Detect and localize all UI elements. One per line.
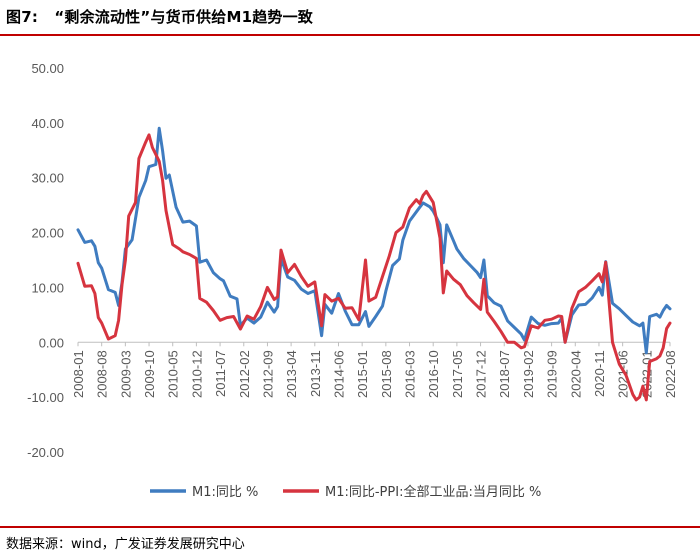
x-tick-label: 2013-04 bbox=[284, 350, 299, 398]
figure-label: 图7: bbox=[6, 8, 39, 26]
x-axis-ticks: 2008-01 2008-08 2009-03 2009-10 2010-05 2010-… bbox=[71, 342, 678, 398]
x-tick-label: 2008-08 bbox=[95, 350, 110, 398]
x-tick-label: 2011-07 bbox=[213, 350, 228, 397]
x-tick-label: 2016-03 bbox=[403, 350, 418, 398]
x-tick-label: 2022-08 bbox=[663, 350, 678, 398]
x-tick-label: 2019-02 bbox=[521, 350, 536, 398]
legend-label: M1:同比 % bbox=[192, 485, 258, 500]
m1-minus-ppi-series-line bbox=[76, 133, 672, 402]
x-tick-label: 2017-12 bbox=[474, 350, 489, 398]
x-tick-label: 2010-05 bbox=[166, 350, 181, 398]
x-tick-label: 2016-10 bbox=[426, 350, 441, 398]
x-tick-label: 2012-09 bbox=[260, 350, 275, 398]
chart-legend: M1:同比 % M1:同比-PPI:全部工业品:当月同比 % bbox=[150, 484, 541, 500]
x-tick-label: 2018-07 bbox=[497, 350, 512, 398]
page-title: 图7: “剩余流动性”与货币供给M1趋势一致 bbox=[6, 6, 313, 27]
x-tick-label: 2019-09 bbox=[545, 350, 560, 398]
x-tick-label: 2015-01 bbox=[355, 350, 370, 398]
y-tick-label: 0.00 bbox=[39, 335, 64, 350]
x-tick-label: 2017-05 bbox=[450, 350, 465, 398]
y-tick-label: -20.00 bbox=[27, 445, 64, 460]
y-tick-label: -10.00 bbox=[27, 390, 64, 405]
x-tick-label: 2010-12 bbox=[189, 350, 204, 398]
x-tick-label: 2013-11 bbox=[308, 350, 323, 397]
figure-title: “剩余流动性”与货币供给M1趋势一致 bbox=[54, 8, 314, 26]
y-axis-ticks: 50.00 40.00 30.00 20.00 10.00 0.00 -10.00 -20.0… bbox=[27, 61, 64, 460]
y-tick-label: 50.00 bbox=[31, 61, 64, 76]
top-rule bbox=[0, 34, 700, 36]
line-chart: 50.00 40.00 30.00 20.00 10.00 0.00 -10.00 -20.0… bbox=[27, 61, 678, 500]
x-tick-label: 2009-10 bbox=[142, 350, 157, 398]
x-tick-label: 2008-01 bbox=[71, 350, 86, 398]
x-tick-label: 2015-08 bbox=[379, 350, 394, 398]
x-tick-label: 2014-06 bbox=[331, 350, 346, 398]
y-tick-label: 10.00 bbox=[31, 280, 64, 295]
x-tick-label: 2009-03 bbox=[118, 350, 133, 398]
x-tick-label: 2020-04 bbox=[568, 350, 583, 398]
y-tick-label: 30.00 bbox=[31, 171, 64, 186]
data-source: 数据来源：wind，广发证券发展研究中心 bbox=[6, 537, 245, 552]
chart-series bbox=[76, 126, 672, 402]
m1-yoy-series-line bbox=[76, 126, 672, 355]
x-tick-label: 2012-02 bbox=[237, 350, 252, 398]
x-tick-label: 2020-11 bbox=[592, 350, 607, 397]
y-tick-label: 20.00 bbox=[31, 226, 64, 241]
legend-label: M1:同比-PPI:全部工业品:当月同比 % bbox=[325, 484, 541, 500]
y-tick-label: 40.00 bbox=[31, 116, 64, 131]
bottom-rule bbox=[0, 526, 700, 528]
